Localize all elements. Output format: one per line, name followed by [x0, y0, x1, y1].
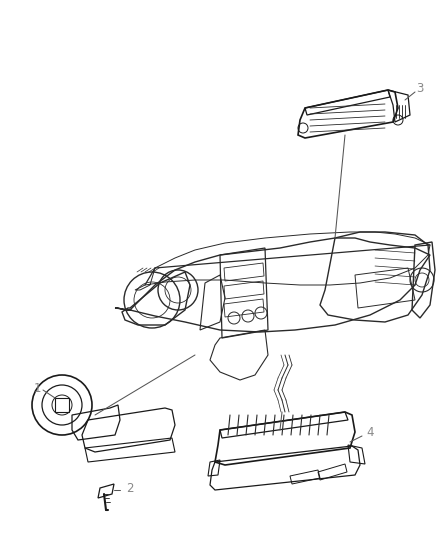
- Text: 3: 3: [416, 82, 424, 94]
- Bar: [55, 398, 69, 412]
- Text: 2: 2: [126, 481, 134, 495]
- Text: 4: 4: [366, 425, 374, 439]
- Text: 1: 1: [33, 382, 41, 394]
